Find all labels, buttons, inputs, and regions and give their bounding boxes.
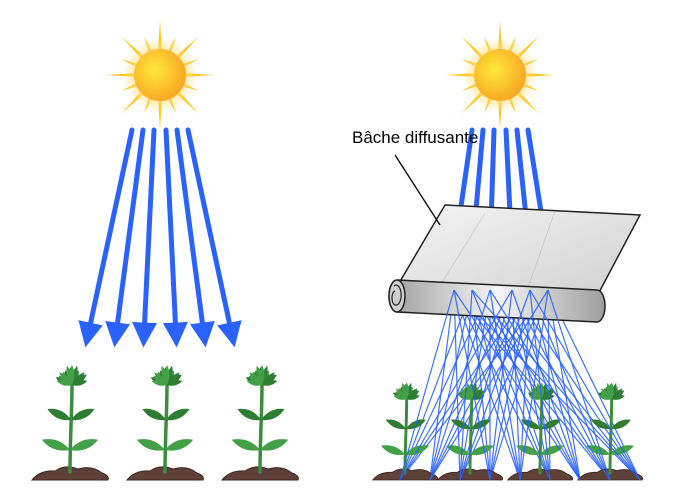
tarp-label: Bâche diffusante bbox=[352, 128, 478, 148]
diagram-svg bbox=[0, 0, 700, 500]
plants-layer bbox=[32, 365, 643, 480]
diffusing-tarp bbox=[389, 205, 640, 322]
direct-rays-left bbox=[88, 130, 232, 335]
suns-layer bbox=[105, 20, 554, 129]
label-callout bbox=[395, 155, 440, 225]
